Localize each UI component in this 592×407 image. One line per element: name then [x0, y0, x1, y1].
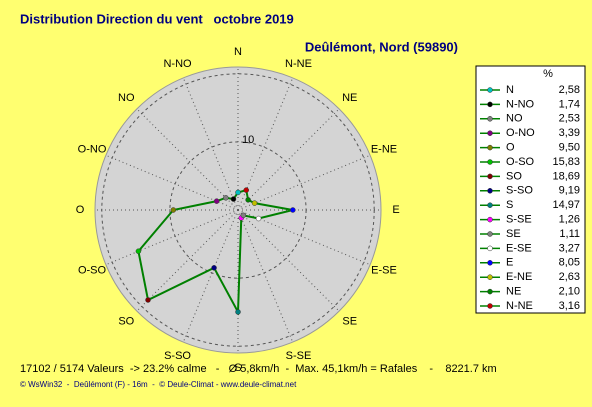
legend-label: O-NO — [506, 127, 535, 139]
legend-label: O-SO — [506, 156, 535, 168]
direction-label: O — [76, 204, 85, 216]
legend-label: NO — [506, 113, 523, 125]
credits: © WsWin32 - Deûlémont (F) - 16m - © Deul… — [20, 380, 297, 389]
direction-label: S-SO — [164, 350, 191, 362]
direction-label: N-NO — [163, 58, 192, 70]
legend-label: E-NE — [506, 271, 532, 283]
wind-point — [255, 215, 262, 222]
direction-label: E — [392, 204, 399, 216]
footer: 17102 / 5174 Valeurs -> 23.2% calme - Ø … — [20, 363, 497, 375]
direction-label: E-SE — [371, 264, 397, 276]
legend-value: 9,50 — [559, 142, 580, 154]
legend-value: 2,58 — [559, 84, 580, 96]
legend-value: 3,27 — [559, 242, 580, 254]
wind-point — [211, 265, 217, 271]
legend-marker — [487, 87, 493, 93]
r-tick-label: 10 — [242, 134, 254, 146]
legend-marker — [487, 303, 493, 309]
legend-label: SE — [506, 228, 521, 240]
legend-marker — [487, 260, 493, 266]
wind-point — [245, 197, 251, 203]
legend-marker — [487, 101, 493, 108]
legend-value: 14,97 — [552, 199, 580, 211]
legend-label: SO — [506, 170, 522, 182]
wind-point — [170, 207, 177, 213]
legend-box — [475, 65, 586, 314]
legend-label: N — [506, 84, 514, 96]
legend-marker — [487, 116, 493, 122]
wind-point — [135, 248, 142, 255]
direction-label: N-NE — [285, 58, 312, 70]
wind-point — [243, 187, 249, 193]
legend-marker — [487, 188, 493, 194]
legend-marker — [487, 216, 493, 223]
legend-label: S — [506, 199, 513, 211]
legend-label: N-NO — [506, 98, 535, 110]
legend-value: 2,10 — [559, 286, 580, 298]
wind-point — [240, 212, 247, 219]
legend-marker — [487, 159, 493, 165]
legend-marker — [487, 173, 493, 180]
legend-value: 1,26 — [559, 214, 580, 226]
legend-label: N-NE — [506, 300, 533, 312]
legend-marker — [487, 288, 493, 295]
legend-label: O — [506, 142, 515, 154]
legend-label: E — [506, 257, 513, 269]
legend-value: 18,69 — [552, 170, 580, 182]
direction-label: SE — [342, 316, 357, 328]
legend-value: 1,74 — [559, 98, 580, 110]
direction-label: S — [234, 362, 241, 374]
direction-label: E-NE — [371, 143, 397, 155]
wind-point — [251, 200, 258, 206]
wind-point — [235, 189, 241, 196]
legend-header: % — [543, 68, 553, 80]
direction-label: S-SE — [286, 350, 312, 362]
chart-title: Distribution Direction du vent octobre 2… — [20, 11, 294, 26]
legend-marker — [487, 130, 493, 136]
legend-value: 2,63 — [559, 271, 580, 283]
wind-point — [223, 195, 229, 201]
direction-label: N — [234, 46, 242, 58]
wind-point — [290, 207, 296, 213]
legend-label: NE — [506, 286, 521, 298]
legend-marker — [487, 144, 493, 151]
direction-label: O-NO — [78, 143, 107, 155]
wind-point — [213, 198, 220, 204]
wind-point — [235, 309, 241, 315]
legend-value: 3,16 — [559, 300, 580, 312]
legend-value: 15,83 — [552, 156, 580, 168]
legend-marker — [487, 245, 493, 252]
legend-value: 8,05 — [559, 257, 580, 269]
direction-label: SO — [118, 316, 134, 328]
legend-label: S-SO — [506, 185, 533, 197]
legend-marker — [487, 274, 493, 280]
legend-marker — [487, 202, 493, 208]
legend-value: 3,39 — [559, 127, 580, 139]
legend-label: S-SE — [506, 214, 532, 226]
chart-subtitle: Deûlémont, Nord (59890) — [305, 39, 458, 54]
legend-label: E-SE — [506, 242, 532, 254]
direction-label: O-SO — [78, 264, 107, 276]
legend-value: 2,53 — [559, 113, 580, 125]
direction-label: NO — [118, 92, 135, 104]
legend-value: 1,11 — [559, 228, 580, 240]
wind-point — [230, 196, 237, 202]
direction-label: NE — [342, 92, 357, 104]
legend-value: 9,19 — [559, 185, 580, 197]
legend-marker — [487, 231, 493, 237]
wind-point — [145, 297, 151, 303]
